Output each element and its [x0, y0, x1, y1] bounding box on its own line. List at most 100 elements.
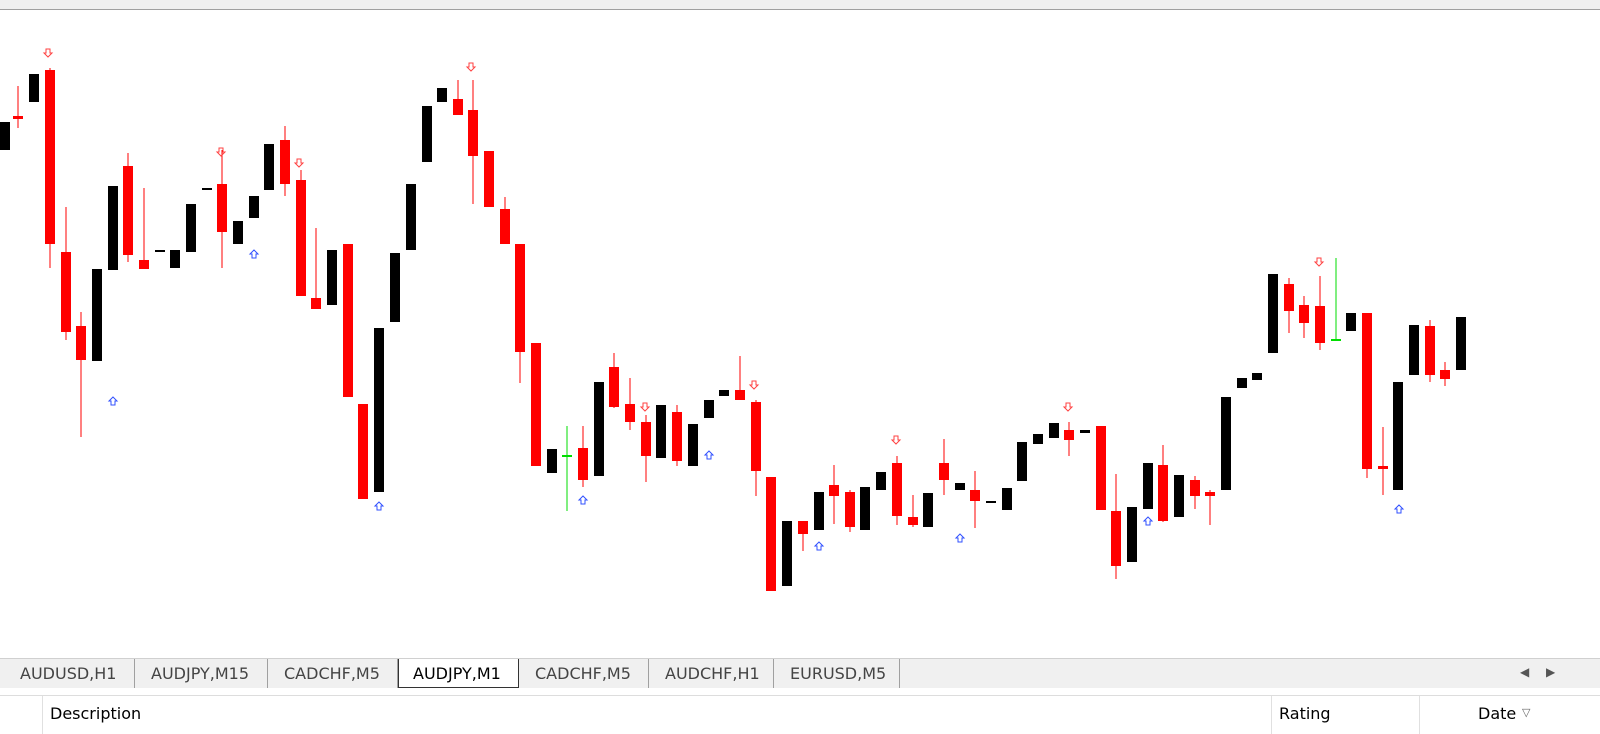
candle-body — [1002, 488, 1012, 510]
candle-body — [1205, 492, 1215, 496]
candle-body — [939, 463, 949, 480]
candle-body — [829, 485, 839, 496]
candle-body — [578, 448, 588, 480]
candle-body — [704, 400, 714, 418]
candle-body — [1284, 284, 1294, 311]
scroll-left[interactable]: ◀ — [1520, 665, 1530, 679]
candle-body — [343, 244, 353, 397]
candle-body — [594, 382, 604, 476]
candle-body — [437, 88, 447, 102]
candle-body — [562, 455, 572, 457]
buy-arrow — [577, 495, 589, 505]
column-divider — [1271, 696, 1272, 734]
column-divider — [42, 696, 43, 734]
buy-arrow — [373, 501, 385, 511]
tab[interactable]: AUDJPY,M15 — [135, 659, 268, 688]
candle-body — [108, 186, 118, 270]
candle-body — [892, 463, 902, 516]
candle-body — [1299, 305, 1309, 323]
toolbar — [0, 0, 1600, 10]
candle-body — [500, 209, 510, 244]
tab[interactable]: CADCHF,M5 — [519, 659, 649, 688]
candle-body — [139, 260, 149, 269]
candle-body — [76, 326, 86, 360]
candle-body — [656, 405, 666, 458]
candle-body — [468, 110, 478, 156]
candle-body — [798, 521, 808, 534]
buy-arrow — [107, 396, 119, 406]
candle-body — [217, 184, 227, 232]
candle-body — [814, 492, 824, 530]
candle-body — [766, 477, 776, 591]
scroll-right[interactable]: ▶ — [1546, 665, 1556, 679]
candle-body — [374, 328, 384, 492]
candle-body — [970, 490, 980, 501]
candle-body — [327, 250, 337, 305]
candle-body — [609, 367, 619, 407]
candle-body — [1346, 313, 1356, 331]
candle-body — [29, 74, 39, 102]
buy-arrow — [1393, 504, 1405, 514]
candle-body — [955, 483, 965, 490]
candle-body — [1315, 306, 1325, 343]
candle-body — [45, 70, 55, 244]
candle-body — [1017, 442, 1027, 481]
buy-arrow — [1142, 516, 1154, 526]
column-header[interactable]: Description — [50, 704, 142, 723]
candle-body — [1190, 480, 1200, 496]
sell-arrow — [293, 158, 305, 168]
tab[interactable]: EURUSD,M5 — [774, 659, 900, 688]
candle-body — [186, 204, 196, 252]
candle-body — [719, 390, 729, 396]
candle-body — [453, 99, 463, 115]
candle-body — [170, 250, 180, 268]
column-header[interactable]: Rating — [1279, 704, 1331, 723]
candle-body — [13, 116, 23, 119]
candle-body — [1221, 397, 1231, 490]
candle-body — [1174, 475, 1184, 517]
tab[interactable]: AUDCHF,H1 — [649, 659, 774, 688]
column-divider — [1419, 696, 1420, 734]
candle-body — [92, 269, 102, 361]
candle-body — [908, 517, 918, 525]
buy-arrow — [248, 249, 260, 259]
candle-body — [264, 144, 274, 190]
candle-body — [1456, 317, 1466, 370]
candle-body — [515, 244, 525, 352]
candle-body — [123, 166, 133, 255]
candle-body — [1440, 370, 1450, 379]
candle-body — [751, 402, 761, 471]
candle-body — [1393, 382, 1403, 490]
candle-body — [688, 424, 698, 466]
candle-body — [1033, 434, 1043, 444]
candle-body — [406, 184, 416, 250]
candle-body — [672, 412, 682, 461]
candle-body — [233, 221, 243, 244]
sell-arrow — [890, 435, 902, 445]
tab-active[interactable]: AUDJPY,M1 — [398, 659, 519, 688]
candle-body — [1158, 465, 1168, 521]
candle-body — [1064, 430, 1074, 440]
candle-body — [484, 151, 494, 207]
candle-body — [1268, 274, 1278, 353]
candle-body — [625, 404, 635, 422]
sell-arrow — [1313, 257, 1325, 267]
candle-body — [1080, 430, 1090, 433]
candle-body — [1111, 511, 1121, 566]
buy-arrow — [813, 541, 825, 551]
candle-body — [782, 521, 792, 586]
sell-arrow — [639, 402, 651, 412]
candle-body — [986, 501, 996, 503]
tab[interactable]: AUDUSD,H1 — [4, 659, 135, 688]
column-header[interactable]: Date — [1478, 704, 1517, 723]
sell-arrow — [42, 48, 54, 58]
candle-body — [1096, 426, 1106, 510]
candle-body — [1409, 325, 1419, 375]
candle-body — [1425, 326, 1435, 375]
candle-body — [280, 140, 290, 184]
tab[interactable]: CADCHF,M5 — [268, 659, 398, 688]
sell-arrow — [748, 380, 760, 390]
table-header: Description Rating Date ▽ — [0, 695, 1600, 734]
candle-body — [876, 472, 886, 490]
